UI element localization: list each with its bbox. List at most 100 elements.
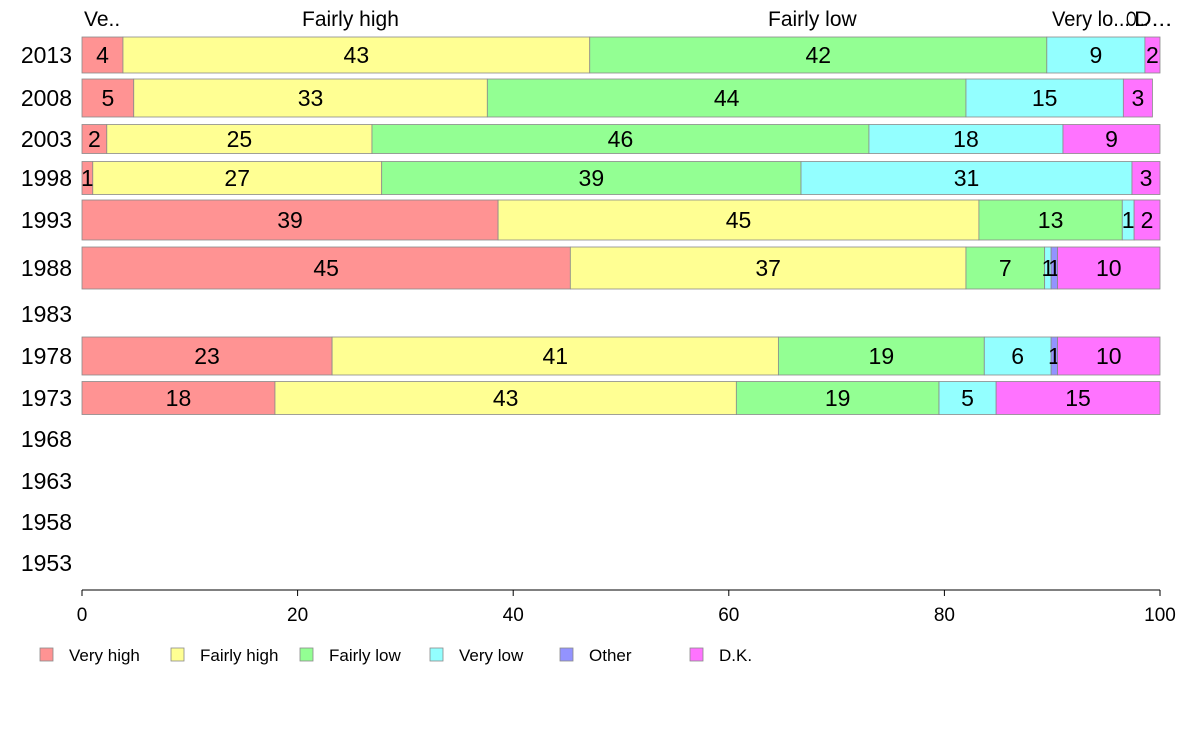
bar-segment-1973-5 — [995, 381, 1161, 415]
legend-label-2: Fairly low — [329, 646, 402, 665]
top-label-5: D... — [1134, 8, 1172, 31]
legend-label-1: Fairly high — [200, 646, 278, 665]
bar-segment-1993-2 — [978, 199, 1123, 241]
year-label-1963: 1963 — [21, 468, 72, 494]
data-label-1998-2: 39 — [579, 165, 605, 191]
top-category-labels: Ve.. Fairly high Fairly low Very lo...O...D… — [84, 8, 1172, 31]
legend-swatch-5 — [689, 647, 704, 662]
year-label-2013: 2013 — [21, 42, 72, 68]
x-tick-label-40: 40 — [503, 605, 524, 626]
legend-label-5: D.K. — [719, 646, 752, 665]
bar-segment-2008-0 — [81, 78, 135, 118]
legend: Very high Fairly high Fairly low Very low Ot… — [39, 646, 752, 665]
data-label-2003-1: 25 — [227, 126, 253, 152]
data-label-2008-5: 3 — [1132, 85, 1145, 111]
data-label-2008-0: 5 — [101, 85, 114, 111]
bar-segment-1988-5 — [1057, 246, 1161, 290]
data-label-1988-5: 10 — [1096, 255, 1122, 281]
top-label-2: Fairly low — [768, 8, 858, 31]
data-label-1988-2: 7 — [999, 255, 1012, 281]
x-tick-label-80: 80 — [934, 605, 955, 626]
data-label-1973-1: 43 — [493, 385, 519, 411]
data-label-2003-3: 18 — [953, 126, 979, 152]
data-label-1978-0: 23 — [194, 343, 220, 369]
data-label-2003-0: 2 — [88, 126, 101, 152]
data-label-1978-1: 41 — [542, 343, 568, 369]
data-label-2008-1: 33 — [298, 85, 324, 111]
data-label-1973-0: 18 — [166, 385, 192, 411]
bar-segment-1988-0 — [81, 246, 571, 290]
x-tick-label-0: 0 — [77, 605, 88, 626]
bar-segment-1978-1 — [331, 336, 779, 376]
bar-segment-1988-2 — [965, 246, 1046, 290]
bar-segment-2003-1 — [106, 124, 373, 154]
data-label-2008-2: 44 — [714, 85, 740, 111]
bar-segment-1993-0 — [81, 199, 499, 241]
top-label-4: O... — [1126, 8, 1148, 31]
legend-label-0: Very high — [69, 646, 140, 665]
top-label-3: Very lo... — [1052, 8, 1130, 31]
year-label-1973: 1973 — [21, 385, 72, 411]
legend-swatch-4 — [559, 647, 574, 662]
data-label-1998-0: 1 — [81, 165, 94, 191]
data-label-1998-3: 31 — [954, 165, 980, 191]
bar-segment-2003-5 — [1062, 124, 1161, 154]
data-label-1978-2: 19 — [869, 343, 895, 369]
legend-label-3: Very low — [459, 646, 524, 665]
bar-segment-1978-5 — [1057, 336, 1161, 376]
bar-segment-2008-1 — [133, 78, 488, 118]
data-label-1973-3: 5 — [961, 385, 974, 411]
year-label-1978: 1978 — [21, 343, 72, 369]
year-label-1998: 1998 — [21, 165, 72, 191]
data-label-2013-0: 4 — [96, 42, 109, 68]
bar-segment-2008-2 — [486, 78, 967, 118]
bar-segment-2013-1 — [122, 36, 591, 74]
bar-segment-1998-2 — [381, 161, 802, 195]
data-label-1998-5: 3 — [1140, 165, 1153, 191]
top-label-1: Fairly high — [302, 8, 399, 31]
data-label-2003-5: 9 — [1105, 126, 1118, 152]
bar-segment-1998-5 — [1131, 161, 1161, 195]
bar-segment-2008-3 — [965, 78, 1124, 118]
bar-segment-2003-0 — [81, 124, 108, 154]
bar-segment-1978-0 — [81, 336, 333, 376]
year-label-1953: 1953 — [21, 550, 72, 576]
bar-segment-1993-5 — [1133, 199, 1161, 241]
year-label-1983: 1983 — [21, 301, 72, 327]
data-label-2013-2: 42 — [805, 42, 831, 68]
x-tick-label-100: 100 — [1144, 605, 1176, 626]
data-label-2013-1: 43 — [344, 42, 370, 68]
year-label-1988: 1988 — [21, 255, 72, 281]
data-label-2003-2: 46 — [608, 126, 634, 152]
legend-swatch-2 — [299, 647, 314, 662]
x-tick-label-60: 60 — [718, 605, 739, 626]
bar-segment-1978-3 — [983, 336, 1052, 376]
data-label-1973-5: 15 — [1065, 385, 1091, 411]
year-label-2008: 2008 — [21, 85, 72, 111]
bar-segment-1973-3 — [938, 381, 997, 415]
data-label-1978-5: 10 — [1096, 343, 1122, 369]
bar-segment-1993-1 — [497, 199, 980, 241]
legend-swatch-1 — [170, 647, 185, 662]
data-label-1998-1: 27 — [224, 165, 250, 191]
top-label-0: Ve.. — [84, 8, 120, 31]
year-axis-labels: 2013 2008 2003 1998 1993 1988 1983 1978 1973 1968… — [21, 42, 72, 576]
bars: 4 43 42 9 25 33 44 15 32 25 46 18 91 27 39 31 339 45 13 1 24… — [81, 36, 1161, 415]
data-label-1993-5: 2 — [1141, 207, 1154, 233]
legend-label-4: Other — [589, 646, 632, 665]
bar-segment-1973-1 — [274, 381, 737, 415]
data-label-1973-2: 19 — [825, 385, 851, 411]
bar-segment-2003-2 — [371, 124, 870, 154]
legend-swatch-0 — [39, 647, 54, 662]
x-tick-label-20: 20 — [287, 605, 308, 626]
year-label-2003: 2003 — [21, 126, 72, 152]
bar-segment-1988-1 — [569, 246, 967, 290]
data-label-1978-3: 6 — [1011, 343, 1024, 369]
legend-swatch-3 — [429, 647, 444, 662]
data-label-1993-2: 13 — [1038, 207, 1064, 233]
data-label-2013-5: 2 — [1146, 42, 1159, 68]
bar-segment-2008-5 — [1122, 78, 1153, 118]
bar-segment-1978-2 — [777, 336, 985, 376]
data-label-2013-3: 9 — [1089, 42, 1102, 68]
bar-segment-1973-0 — [81, 381, 276, 415]
